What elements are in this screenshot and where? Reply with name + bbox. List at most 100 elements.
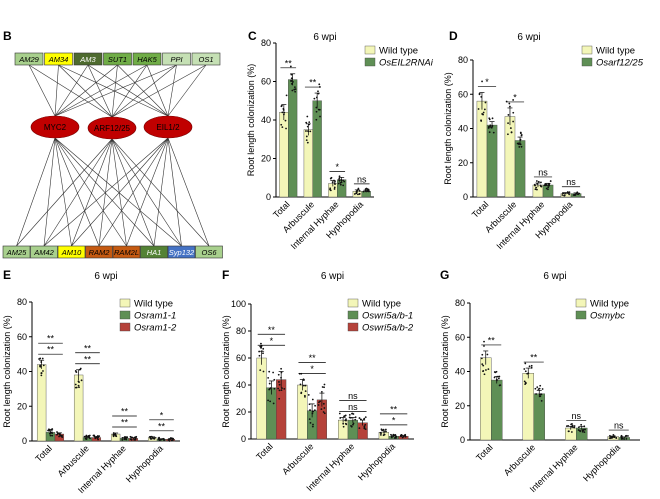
data-point	[362, 190, 365, 193]
edge-to-bottom-gene	[126, 137, 169, 247]
data-point	[75, 371, 78, 373]
y-tick-label: 40	[261, 115, 271, 125]
data-point	[158, 439, 161, 442]
y-tick-label: 100	[231, 299, 246, 309]
data-point	[355, 192, 358, 195]
bar	[504, 116, 516, 198]
y-tick-label: 40	[236, 380, 246, 390]
data-point	[540, 399, 543, 402]
chart-title: 6 wpi	[543, 271, 566, 282]
data-point	[42, 364, 45, 367]
data-point	[489, 124, 492, 127]
data-point	[358, 192, 361, 195]
significance-label: **	[488, 335, 496, 345]
y-tick-label: 60	[17, 332, 27, 342]
panel-label: D	[449, 29, 458, 43]
edge-to-bottom-gene	[54, 137, 182, 247]
data-point	[339, 181, 342, 184]
data-point	[342, 179, 344, 182]
data-point	[342, 422, 345, 425]
chart-panel-c: C 6 wpi 0 20 40 60 80 Root length colonization …	[246, 29, 434, 251]
data-point	[329, 177, 332, 180]
significance-label: ns	[538, 167, 548, 177]
significance-label: **	[84, 354, 92, 364]
data-point	[570, 423, 572, 426]
data-point	[565, 425, 568, 428]
data-point	[400, 434, 403, 436]
data-point	[272, 402, 275, 405]
top-gene-box	[191, 52, 221, 66]
data-point	[93, 434, 96, 437]
legend-swatch	[119, 322, 131, 332]
data-point	[577, 429, 580, 431]
data-point	[478, 92, 481, 95]
data-point	[78, 386, 80, 389]
data-point	[337, 182, 340, 185]
data-point	[284, 119, 287, 122]
data-point	[134, 438, 137, 441]
data-point	[290, 77, 293, 80]
edge-to-bottom-gene	[43, 138, 113, 247]
data-point	[305, 139, 308, 142]
data-point	[49, 428, 51, 431]
edge-to-top-gene	[58, 64, 113, 118]
regulator-label: MYC2	[44, 123, 67, 132]
data-point	[530, 364, 533, 367]
top-gene-label: AM3	[79, 55, 96, 64]
significance-label: **	[121, 407, 129, 417]
data-point	[42, 370, 44, 372]
top-gene-box	[162, 52, 191, 66]
y-tick-label: 80	[17, 297, 27, 307]
data-point	[497, 377, 500, 380]
data-point	[488, 117, 491, 120]
data-point	[495, 379, 498, 382]
data-point	[342, 425, 345, 428]
data-point	[535, 180, 538, 182]
data-point	[306, 115, 309, 118]
data-point	[624, 435, 627, 437]
data-point	[487, 126, 490, 128]
data-point	[571, 424, 574, 427]
significance-label: **	[309, 78, 317, 88]
edge-to-bottom-gene	[43, 137, 169, 247]
data-point	[530, 366, 533, 369]
data-point	[282, 113, 285, 116]
data-point	[382, 428, 385, 431]
data-point	[563, 194, 566, 197]
data-point	[364, 423, 367, 426]
edge-to-bottom-gene	[54, 137, 127, 247]
panel-label: E	[3, 268, 11, 282]
data-point	[483, 373, 486, 376]
data-point	[507, 133, 509, 136]
data-point	[304, 390, 307, 393]
data-point	[333, 188, 336, 190]
data-point	[172, 437, 174, 440]
regulator-node	[143, 115, 193, 139]
data-point	[303, 394, 306, 397]
regulator-node	[87, 116, 137, 140]
data-point	[537, 180, 540, 183]
data-point	[345, 418, 347, 421]
data-point	[77, 384, 80, 387]
data-point	[320, 390, 323, 393]
data-point	[269, 387, 271, 390]
edge-to-top-gene	[167, 64, 207, 117]
data-point	[49, 434, 52, 437]
data-point	[523, 380, 526, 383]
y-tick-label: 60	[236, 353, 246, 363]
data-point	[300, 392, 303, 395]
bottom-gene-box	[2, 245, 31, 259]
data-point	[354, 418, 357, 421]
legend-label: OsEIL2RNAi	[379, 58, 434, 69]
edge-to-top-gene	[54, 64, 118, 117]
data-point	[391, 435, 393, 438]
data-point	[507, 122, 509, 125]
x-tick-label: Total	[470, 199, 491, 220]
y-tick-label: 0	[241, 434, 246, 444]
data-point	[526, 372, 529, 375]
data-point	[97, 438, 99, 441]
edge-to-top-gene	[54, 64, 89, 117]
top-gene-label: AM34	[48, 55, 69, 64]
data-point	[481, 353, 484, 356]
data-point	[74, 383, 77, 386]
